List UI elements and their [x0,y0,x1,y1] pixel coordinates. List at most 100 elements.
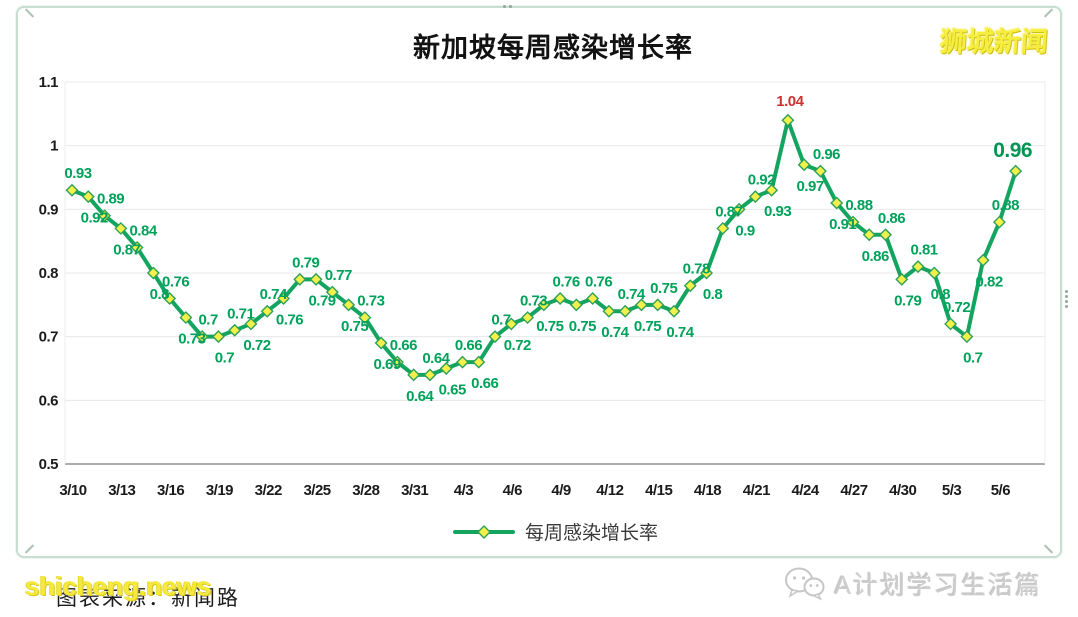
x-axis-tick-label: 4/6 [503,482,523,499]
data-label: 0.7 [215,350,235,367]
data-label: 0.76 [276,311,303,328]
y-axis-tick-label: 1.1 [39,74,59,91]
data-point-marker [944,317,958,331]
data-label: 0.69 [374,356,401,373]
data-label: 0.73 [357,293,384,310]
x-axis-tick-label: 3/13 [108,482,135,499]
x-axis-tick-label: 4/30 [889,482,916,499]
y-axis-tick-label: 0.7 [39,329,59,346]
data-point-marker [277,291,290,305]
data-point-marker [651,298,665,312]
data-label: 0.74 [260,286,288,303]
data-label: 0.77 [325,267,352,284]
data-label: 0.92 [81,210,108,227]
data-point-marker [813,164,827,178]
data-point-marker [618,304,632,318]
x-axis-tick-label: 4/15 [645,482,672,499]
data-label: 0.93 [764,203,791,220]
x-axis-tick-label: 5/6 [991,482,1011,499]
x-axis-tick-label: 4/12 [596,482,623,499]
data-label: 0.8 [931,286,951,303]
data-point-marker [927,266,941,280]
data-label: 0.78 [683,261,710,278]
x-axis-tick-label: 4/27 [840,482,867,499]
data-label: 0.87 [113,241,140,258]
y-axis-tick-label: 0.9 [39,201,59,218]
x-axis-tick-label: 3/22 [255,482,282,499]
data-label: 0.75 [536,318,563,335]
data-label: 0.86 [862,248,889,265]
watermark-shicheng: shicheng.news [25,571,212,601]
data-point-marker [879,228,892,242]
data-label: 0.7 [963,350,983,367]
data-point-marker [488,330,502,344]
data-point-marker [244,317,258,331]
data-label: 0.81 [910,242,937,259]
data-point-marker [195,330,209,344]
data-point-marker [862,228,876,242]
data-point-marker [114,221,128,235]
data-label: 0.66 [471,375,498,392]
data-label: 0.71 [227,305,254,322]
data-label: 0.73 [178,331,205,348]
data-point-marker [65,183,79,197]
data-label: 0.7 [198,312,218,329]
data-point-marker [309,272,323,286]
data-point-marker [439,362,453,375]
data-point-marker [976,253,990,267]
wechat-icon [785,567,825,601]
data-label: 0.64 [422,350,450,367]
data-label: 0.76 [552,273,579,290]
data-point-marker [634,298,648,312]
data-label: 0.74 [618,286,646,303]
data-label: 0.64 [406,388,434,405]
data-point-marker [797,158,811,172]
data-point-marker [765,183,779,197]
data-point-marker [130,241,144,255]
legend-marker-diamond [477,525,491,539]
x-axis-tick-label: 3/19 [206,482,233,499]
data-point-marker [602,304,616,318]
data-point-marker [293,272,307,286]
data-label: 1.04 [776,93,804,110]
data-point-marker [569,298,583,312]
data-label: 0.65 [439,382,466,399]
data-label: 0.96 [993,139,1032,162]
data-label: 0.72 [504,337,531,354]
data-point-marker [472,355,486,369]
drag-handle-dots[interactable] [1064,290,1070,312]
data-point-marker [504,317,518,331]
data-point-marker [374,336,388,350]
data-label: 0.72 [943,299,970,316]
data-point-marker [179,311,193,325]
frame-top-dot [509,5,512,8]
x-axis-tick-label: 3/31 [401,482,428,499]
data-label: 0.72 [243,337,270,354]
data-label: 0.79 [894,292,921,309]
data-point-marker [325,285,339,299]
data-label: 0.88 [992,197,1019,214]
data-point-marker [1009,164,1023,178]
x-axis-tick-label: 3/28 [352,482,379,499]
data-label: 0.66 [390,337,417,354]
x-axis-tick-label: 4/9 [551,482,571,499]
data-label: 0.93 [64,165,91,182]
watermark-source-text: 图表来源：新闻路 [56,587,240,610]
data-point-marker [700,266,714,280]
frame-top-dot [503,5,506,8]
data-point-marker [81,190,95,204]
data-label: 0.75 [634,318,661,335]
x-axis-tick-label: 4/18 [694,482,721,499]
data-label: 0.7 [491,312,511,329]
watermark-account-label: A计划学习生活篇 [834,572,1042,600]
x-axis-tick-label: 3/25 [303,482,330,499]
y-axis-tick-label: 0.5 [39,456,59,473]
data-label: 0.79 [308,292,335,309]
data-point-marker [146,266,160,280]
y-axis-tick-label: 0.6 [39,392,59,409]
data-point-marker [98,209,112,223]
y-axis-tick-label: 0.8 [39,265,59,282]
data-point-marker [407,368,421,382]
data-label: 0.92 [748,172,775,189]
data-label: 0.74 [601,324,629,341]
